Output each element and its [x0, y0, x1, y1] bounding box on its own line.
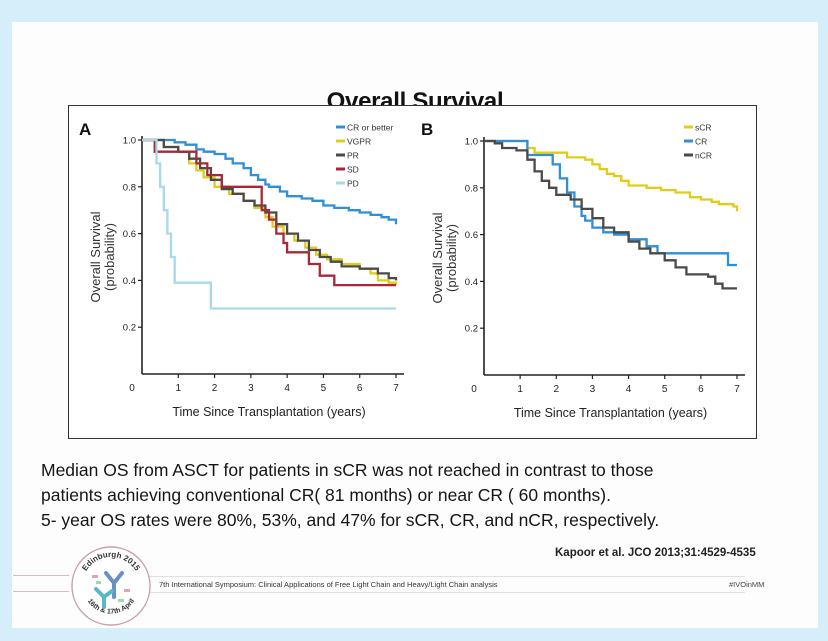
panel-label: B — [421, 120, 433, 139]
footer-divider — [149, 592, 745, 593]
footer-divider — [13, 591, 69, 592]
panel-label: A — [79, 120, 91, 139]
x-tick-label: 3 — [590, 384, 596, 395]
x-tick-label: 6 — [357, 383, 363, 394]
y-tick-label: 0.2 — [123, 323, 136, 334]
panel-a: A 0 1 2 3 4 5 6 7 0.2 0.4 0.6 0.8 1.0 Time Since Trans… — [79, 120, 404, 419]
y-axis-label: Overall Survival (probability) — [88, 211, 117, 302]
x-axis-label: Time Since Transplantation (years) — [172, 405, 365, 419]
x-tick-label: 6 — [698, 384, 704, 395]
y-axis-label-line2: (probability) — [444, 224, 459, 292]
legend-label: nCR — [695, 151, 712, 161]
footer-divider — [13, 575, 69, 576]
legend-label: PD — [347, 179, 359, 189]
y-axis-label-line1: Overall Survival — [430, 212, 445, 303]
footer-divider — [149, 576, 745, 577]
antibody-icon — [92, 571, 130, 609]
series-line-pr — [142, 138, 398, 281]
body-line: 5- year OS rates were 80%, 53%, and 47% … — [41, 510, 660, 530]
x-tick-label: 2 — [554, 384, 560, 395]
x-tick-label: 1 — [517, 384, 523, 395]
x-tick-label: 5 — [321, 383, 327, 394]
conference-logo: Edinburgh 2015 16th & 17th April — [71, 546, 151, 626]
slide: Overall Survival A 0 1 2 3 4 5 6 7 0.2 0.4 0.6 0.8 1.… — [12, 22, 818, 628]
y-tick-label: 0.8 — [123, 182, 136, 193]
legend-label: sCR — [695, 123, 712, 133]
legend-label: CR — [695, 137, 707, 147]
legend-label: VGPR — [347, 137, 371, 147]
y-axis-label: Overall Survival (probability) — [430, 212, 459, 303]
x-tick-label: 1 — [176, 383, 182, 394]
series-line-scr — [484, 139, 739, 212]
series-line-cr-or-better — [142, 138, 398, 225]
y-tick-label: 0.4 — [123, 276, 136, 287]
series-line-ncr — [484, 139, 737, 290]
y-tick-label: 0.2 — [465, 324, 478, 335]
figure-box: A 0 1 2 3 4 5 6 7 0.2 0.4 0.6 0.8 1.0 Time Since Trans… — [68, 105, 757, 439]
x-tick-label: 4 — [626, 384, 632, 395]
y-tick-label: 0.8 — [465, 183, 478, 194]
panel-b: B 0 1 2 3 4 5 6 7 0.2 0.4 0.6 0.8 1.0 Time Since Trans… — [421, 120, 745, 420]
legend-label: PR — [347, 151, 359, 161]
legend-label: CR or better — [347, 123, 393, 133]
y-tick-label: 0.6 — [123, 229, 136, 240]
x-tick-label: 7 — [393, 383, 399, 394]
x-tick-label: 3 — [248, 383, 254, 394]
body-text: Median OS from ASCT for patients in sCR … — [41, 458, 801, 533]
y-tick-label: 1.0 — [123, 136, 136, 147]
x-tick-label: 5 — [662, 384, 668, 395]
citation: Kapoor et al. JCO 2013;31:4529-4535 — [555, 547, 756, 559]
symposium-text: 7th International Symposium: Clinical Ap… — [159, 580, 498, 589]
x-tick-label: 0 — [471, 384, 477, 395]
x-tick-label: 0 — [129, 383, 135, 394]
y-axis-label-line1: Overall Survival — [88, 211, 103, 302]
y-axis-label-line2: (probability) — [102, 223, 117, 291]
x-tick-label: 7 — [734, 384, 740, 395]
legend-label: SD — [347, 165, 359, 175]
body-line: Median OS from ASCT for patients in sCR … — [41, 460, 654, 480]
series-line-cr — [484, 139, 737, 267]
series-line-sd — [142, 138, 396, 287]
x-axis-label: Time Since Transplantation (years) — [514, 406, 707, 420]
hashtag: #IVOinMM — [729, 580, 765, 589]
x-tick-label: 4 — [284, 383, 290, 394]
x-tick-label: 2 — [212, 383, 218, 394]
y-tick-label: 0.6 — [465, 230, 478, 241]
y-tick-label: 0.4 — [465, 277, 478, 288]
y-tick-label: 1.0 — [465, 137, 478, 148]
body-line: patients achieving conventional CR( 81 m… — [41, 485, 611, 505]
survival-figure: A 0 1 2 3 4 5 6 7 0.2 0.4 0.6 0.8 1.0 Time Since Trans… — [79, 120, 745, 420]
series-line-pd — [142, 138, 396, 310]
